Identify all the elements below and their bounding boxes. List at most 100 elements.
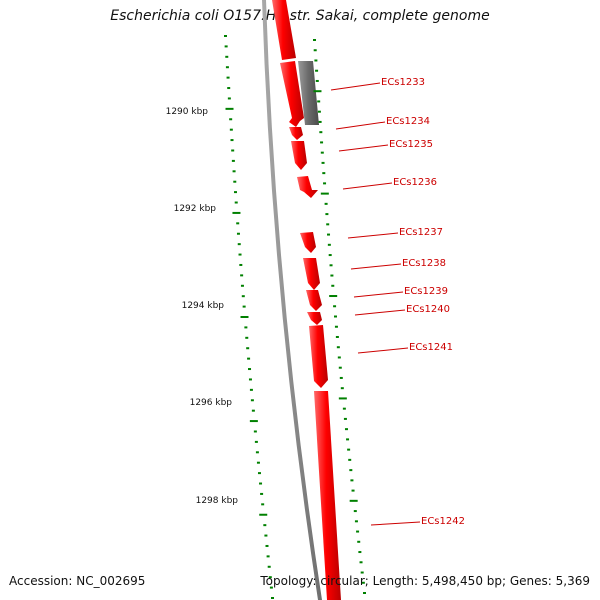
- minor-tick: [236, 232, 240, 235]
- major-tick: [329, 295, 338, 298]
- minor-tick: [330, 274, 334, 277]
- minor-tick: [269, 586, 273, 589]
- minor-tick: [245, 336, 249, 339]
- minor-tick: [325, 213, 329, 216]
- minor-tick: [356, 530, 360, 533]
- minor-tick: [321, 161, 325, 164]
- minor-tick: [246, 347, 250, 350]
- minor-tick: [229, 128, 233, 131]
- label-leader-line: [338, 144, 389, 152]
- minor-tick: [224, 35, 227, 37]
- gene-label: ECs1239: [404, 286, 448, 297]
- label-leader-line: [342, 182, 393, 190]
- scale-label: 1294 kbp: [182, 301, 225, 311]
- minor-tick: [248, 378, 252, 381]
- minor-tick: [241, 295, 245, 298]
- minor-tick: [237, 243, 241, 246]
- minor-tick: [363, 592, 366, 594]
- major-tick: [259, 513, 268, 516]
- gene-label: ECs1241: [409, 342, 453, 353]
- gene-arrow: [289, 127, 303, 140]
- minor-tick: [247, 357, 251, 360]
- minor-tick: [268, 576, 272, 579]
- minor-tick: [256, 461, 260, 464]
- genome-backbone: [262, 0, 322, 600]
- minor-tick: [260, 492, 264, 495]
- genome-summary-text: Topology: circular; Length: 5,498,450 bp…: [260, 574, 590, 588]
- minor-tick: [350, 479, 354, 482]
- label-leader-line: [370, 521, 421, 526]
- minor-tick: [267, 565, 271, 568]
- gene-arrow: [314, 391, 341, 600]
- minor-tick: [361, 581, 365, 584]
- gene-arrow: [307, 312, 322, 325]
- minor-tick: [238, 253, 242, 256]
- scale-ticks-left: [224, 35, 274, 599]
- feature-block: [298, 61, 319, 125]
- minor-tick: [264, 534, 268, 537]
- minor-tick: [249, 388, 253, 391]
- minor-tick: [271, 597, 274, 599]
- major-tick: [349, 499, 358, 502]
- scale-label: 1296 kbp: [190, 398, 233, 408]
- label-leader-line: [330, 82, 381, 91]
- minor-tick: [344, 428, 348, 431]
- minor-tick: [337, 356, 341, 359]
- minor-tick: [314, 59, 318, 62]
- minor-tick: [358, 551, 362, 554]
- minor-tick: [231, 149, 235, 152]
- minor-tick: [240, 284, 244, 287]
- minor-tick: [320, 151, 324, 154]
- gene-label: ECs1234: [386, 116, 430, 127]
- label-leader-line: [335, 121, 386, 130]
- minor-tick: [353, 510, 357, 513]
- minor-tick: [313, 39, 316, 41]
- minor-tick: [328, 254, 332, 257]
- minor-tick: [236, 222, 240, 225]
- minor-tick: [259, 482, 263, 485]
- gene-label: ECs1238: [402, 258, 446, 269]
- major-tick: [313, 90, 322, 93]
- minor-tick: [342, 407, 346, 410]
- minor-tick: [244, 326, 248, 329]
- scale-label: 1290 kbp: [166, 107, 209, 117]
- major-tick: [249, 420, 258, 423]
- scale-label: 1292 kbp: [174, 204, 217, 214]
- minor-tick: [230, 139, 234, 142]
- minor-tick: [251, 409, 255, 412]
- minor-tick: [261, 503, 265, 506]
- minor-tick: [233, 180, 237, 183]
- minor-tick: [329, 264, 333, 267]
- label-leader-line: [354, 309, 406, 316]
- minor-tick: [334, 325, 338, 328]
- minor-tick: [229, 118, 233, 121]
- minor-tick: [231, 159, 235, 162]
- label-leader-line: [353, 291, 404, 298]
- accession-text: Accession: NC_002695: [9, 574, 146, 588]
- gene-label: ECs1242: [421, 516, 465, 527]
- minor-tick: [357, 540, 361, 543]
- minor-tick: [359, 561, 363, 564]
- minor-tick: [324, 202, 328, 205]
- gene-label: ECs1237: [399, 227, 443, 238]
- gene-label: ECs1235: [389, 139, 433, 150]
- gene-arrow: [300, 232, 316, 253]
- minor-tick: [255, 451, 259, 454]
- minor-tick: [343, 417, 347, 420]
- minor-tick: [319, 131, 323, 134]
- minor-tick: [254, 440, 258, 443]
- minor-tick: [234, 201, 238, 204]
- major-tick: [338, 397, 347, 400]
- minor-tick: [351, 489, 355, 492]
- minor-tick: [333, 305, 337, 308]
- minor-tick: [340, 387, 344, 390]
- label-leader-line: [347, 232, 399, 239]
- minor-tick: [253, 430, 257, 433]
- minor-tick: [360, 571, 364, 574]
- scale-ticks-right: [313, 39, 366, 594]
- minor-tick: [317, 110, 321, 113]
- minor-tick: [331, 284, 335, 287]
- minor-tick: [322, 172, 326, 175]
- gene-arrow: [306, 290, 322, 311]
